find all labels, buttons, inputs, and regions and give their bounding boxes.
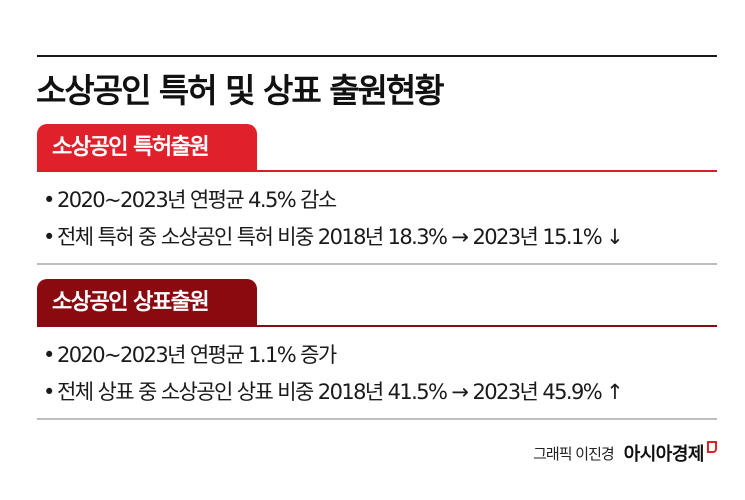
bullet-icon: • — [43, 225, 55, 249]
bullet-icon: • — [43, 380, 55, 404]
tab-patent-applications: 소상공인 특허출원 — [37, 124, 257, 171]
section-divider — [37, 418, 717, 420]
top-rule — [37, 55, 717, 57]
bullet-icon: • — [43, 188, 55, 212]
bullet-icon: • — [43, 343, 55, 367]
brand-mark-icon — [707, 441, 717, 453]
bullet-list-patent: • 2020~2023년 연평균 4.5% 감소 • 전체 특허 중 소상공인 특허… — [43, 182, 624, 256]
section-divider — [37, 263, 717, 265]
page-title: 소상공인 특허 및 상표 출원현황 — [36, 71, 445, 110]
credit-author: 그래픽 이진경 — [533, 444, 615, 463]
tab-underline-trademark — [37, 325, 717, 327]
bullet-item: • 전체 특허 중 소상공인 특허 비중 2018년 18.3% → 2023년 … — [43, 219, 624, 256]
brand-logo-text: 아시아경제 — [623, 444, 705, 465]
bullet-text: 2020~2023년 연평균 4.5% 감소 — [57, 188, 337, 212]
tab-underline-patent — [37, 170, 717, 172]
tab-trademark-applications: 소상공인 상표출원 — [37, 279, 257, 326]
section-trademark: 소상공인 상표출원 • 2020~2023년 연평균 1.1% 증가 • 전체 상표… — [37, 279, 717, 421]
bullet-item: • 2020~2023년 연평균 4.5% 감소 — [43, 182, 622, 219]
credit: 그래픽 이진경 아시아경제 — [533, 440, 717, 466]
bullet-text: 2020~2023년 연평균 1.1% 증가 — [57, 343, 337, 367]
bullet-text: 전체 특허 중 소상공인 특허 비중 2018년 18.3% → 2023년 1… — [57, 225, 624, 249]
bullet-list-trademark: • 2020~2023년 연평균 1.1% 증가 • 전체 상표 중 소상공인 상표… — [43, 337, 624, 411]
bullet-text: 전체 상표 중 소상공인 상표 비중 2018년 41.5% → 2023년 4… — [57, 380, 624, 404]
bullet-item: • 2020~2023년 연평균 1.1% 증가 — [43, 337, 622, 374]
bullet-item: • 전체 상표 중 소상공인 상표 비중 2018년 41.5% → 2023년 … — [43, 374, 624, 411]
section-patent: 소상공인 특허출원 • 2020~2023년 연평균 4.5% 감소 • 전체 특허… — [37, 124, 717, 266]
